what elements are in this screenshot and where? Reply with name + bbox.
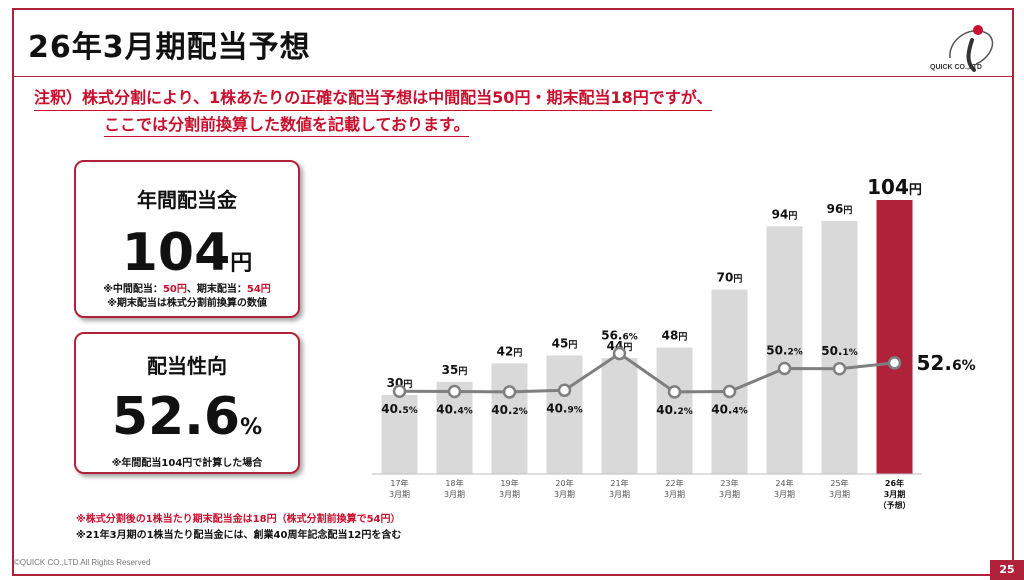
payout-ratio-title: 配当性向 xyxy=(147,354,227,378)
bar-label-3: 45円 xyxy=(552,336,578,350)
payout-label-6: 40.4% xyxy=(711,402,748,416)
annual-dividend-value: 104円 xyxy=(121,223,253,283)
payout-label-7: 50.2% xyxy=(766,344,803,358)
bar-2 xyxy=(491,363,528,474)
payout-ratio-value: 52.6% xyxy=(111,387,263,447)
bar-9 xyxy=(876,200,913,474)
category-label-1: 18年 3月期 xyxy=(444,478,465,499)
payout-ratio-detail: ※年間配当104円で計算した場合 xyxy=(111,458,263,469)
copyright: ©QUICK CO.,LTD All Rights Reserved xyxy=(14,558,151,567)
bar-label-6: 70円 xyxy=(717,271,743,285)
payout-point-0 xyxy=(392,384,407,398)
title-divider xyxy=(14,76,1014,77)
footnote-anniversary: ※21年3月期の1株当たり配当金には、創業40周年記念配当12円を含む xyxy=(76,530,402,541)
category-label-7: 24年 3月期 xyxy=(774,478,795,499)
category-label-0: 17年 3月期 xyxy=(389,478,410,499)
note-line-2: ここでは分割前換算した数値を記載しております。 xyxy=(104,111,470,137)
bar-label-1: 35円 xyxy=(442,363,468,377)
bar-7 xyxy=(766,226,803,474)
page-number: 25 xyxy=(990,560,1024,580)
bar-3 xyxy=(546,355,583,474)
payout-label-0: 40.5% xyxy=(381,402,418,416)
category-label-4: 21年 3月期 xyxy=(609,478,630,499)
bar-0 xyxy=(381,394,418,474)
bar-6 xyxy=(711,289,748,474)
payout-point-8 xyxy=(832,362,847,376)
payout-point-5 xyxy=(667,385,682,399)
payout-label-1: 40.4% xyxy=(436,402,473,416)
payout-label-4: 56.6% xyxy=(601,329,638,343)
payout-label-3: 40.9% xyxy=(546,401,583,415)
quick-logo-icon xyxy=(949,25,994,72)
payout-ratio-card: 配当性向 52.6% ※年間配当104円で計算した場合 xyxy=(74,332,300,474)
payout-label-5: 40.2% xyxy=(656,403,693,417)
bar-label-8: 96円 xyxy=(827,202,853,216)
footnote-split: ※株式分割後の1株当たり期末配当金は18円（株式分割前換算で54円） xyxy=(76,514,401,525)
payout-point-2 xyxy=(502,385,517,399)
bar-label-9: 104円 xyxy=(867,175,922,199)
annual-dividend-detail: ※中間配当：50円、期末配当：54円 ※期末配当は株式分割前換算の数値 xyxy=(103,284,271,309)
category-label-3: 20年 3月期 xyxy=(554,478,575,499)
payout-point-4 xyxy=(612,346,627,361)
category-label-8: 25年 3月期 xyxy=(829,478,850,499)
category-label-9: 26年 3月期（予想） xyxy=(879,478,911,510)
payout-point-6 xyxy=(722,384,737,399)
bar-5 xyxy=(656,347,693,474)
annual-dividend-card: 年間配当金 104円 ※中間配当：50円、期末配当：54円 ※期末配当は株式分割… xyxy=(74,160,300,318)
payout-line xyxy=(399,351,895,394)
page-title: 26年3月期配当予想 xyxy=(28,30,311,65)
payout-point-7 xyxy=(777,361,792,376)
category-label-6: 23年 3月期 xyxy=(719,478,740,499)
payout-label-9: 52.6% xyxy=(917,351,976,375)
bar-4 xyxy=(601,358,638,474)
payout-label-8: 50.1% xyxy=(821,344,858,358)
payout-point-9 xyxy=(887,356,902,370)
category-label-2: 19年 3月期 xyxy=(499,478,520,499)
logo-text: QUICK CO.,LTD xyxy=(930,64,982,71)
payout-label-2: 40.2% xyxy=(491,403,528,417)
slide-frame xyxy=(12,8,1014,576)
payout-point-1 xyxy=(447,384,462,399)
annual-dividend-title: 年間配当金 xyxy=(137,188,237,212)
bar-label-2: 42円 xyxy=(497,344,523,358)
bar-label-5: 48円 xyxy=(662,329,688,343)
bar-8 xyxy=(821,221,858,474)
payout-point-3 xyxy=(557,383,572,398)
bar-label-7: 94円 xyxy=(772,207,798,221)
category-label-5: 22年 3月期 xyxy=(664,478,685,499)
note-line-1: 注釈）株式分割により、1株あたりの正確な配当予想は中間配当50円・期末配当18円… xyxy=(34,88,713,111)
